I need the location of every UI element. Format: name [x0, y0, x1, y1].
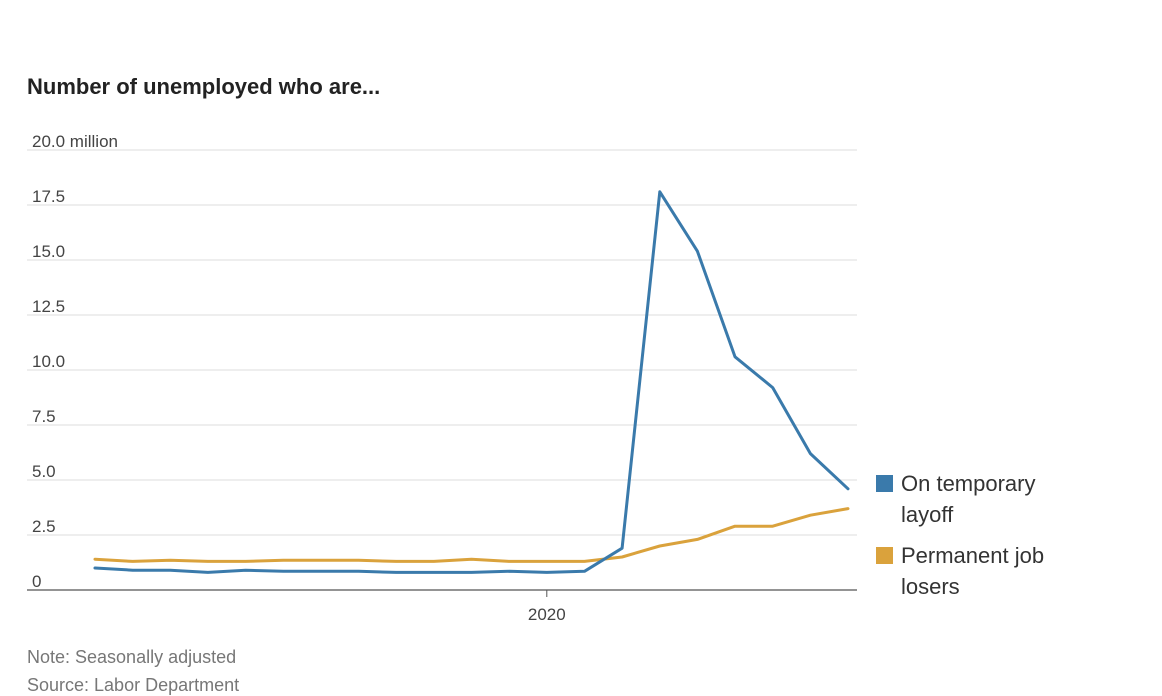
legend-label-temporary-line2: layoff	[901, 502, 954, 527]
x-tick-label: 2020	[528, 605, 566, 624]
series-line-temporary-layoff	[93, 190, 850, 574]
y-tick-label: 15.0	[32, 242, 65, 261]
chart-source: Source: Labor Department	[27, 675, 240, 695]
legend-label-temporary-line1: On temporary	[901, 471, 1036, 496]
y-tick-label: 0	[32, 572, 41, 591]
chart-note: Note: Seasonally adjusted	[27, 647, 237, 667]
y-tick-label: 2.5	[32, 517, 56, 536]
series-line-permanent-job-losers	[93, 507, 850, 563]
y-tick-label: 5.0	[32, 462, 56, 481]
legend-label-permanent-line1: Permanent job	[901, 543, 1045, 568]
y-tick-label: 20.0 million	[32, 132, 118, 151]
y-tick-label: 17.5	[32, 187, 65, 206]
y-tick-label: 12.5	[32, 297, 65, 316]
legend-label-temporary: On temporary layoff	[901, 468, 1101, 530]
chart-title: Number of unemployed who are...	[27, 74, 381, 99]
legend-label-permanent-line2: losers	[901, 574, 960, 599]
legend-swatch-temporary	[876, 475, 893, 492]
y-tick-label: 10.0	[32, 352, 65, 371]
legend-label-permanent: Permanent job losers	[901, 540, 1101, 602]
legend-swatch-permanent	[876, 547, 893, 564]
y-tick-label: 7.5	[32, 407, 56, 426]
